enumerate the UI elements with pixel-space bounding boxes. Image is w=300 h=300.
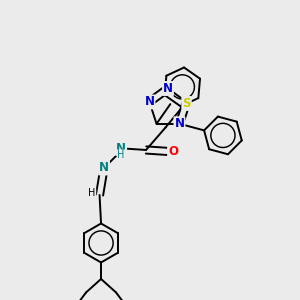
Text: N: N — [175, 117, 184, 130]
Text: S: S — [182, 97, 191, 110]
Text: H: H — [88, 188, 96, 199]
Text: N: N — [163, 82, 173, 95]
Text: N: N — [145, 95, 154, 109]
Text: N: N — [99, 161, 109, 175]
Text: O: O — [168, 145, 178, 158]
Text: H: H — [118, 150, 125, 160]
Text: N: N — [116, 142, 126, 155]
